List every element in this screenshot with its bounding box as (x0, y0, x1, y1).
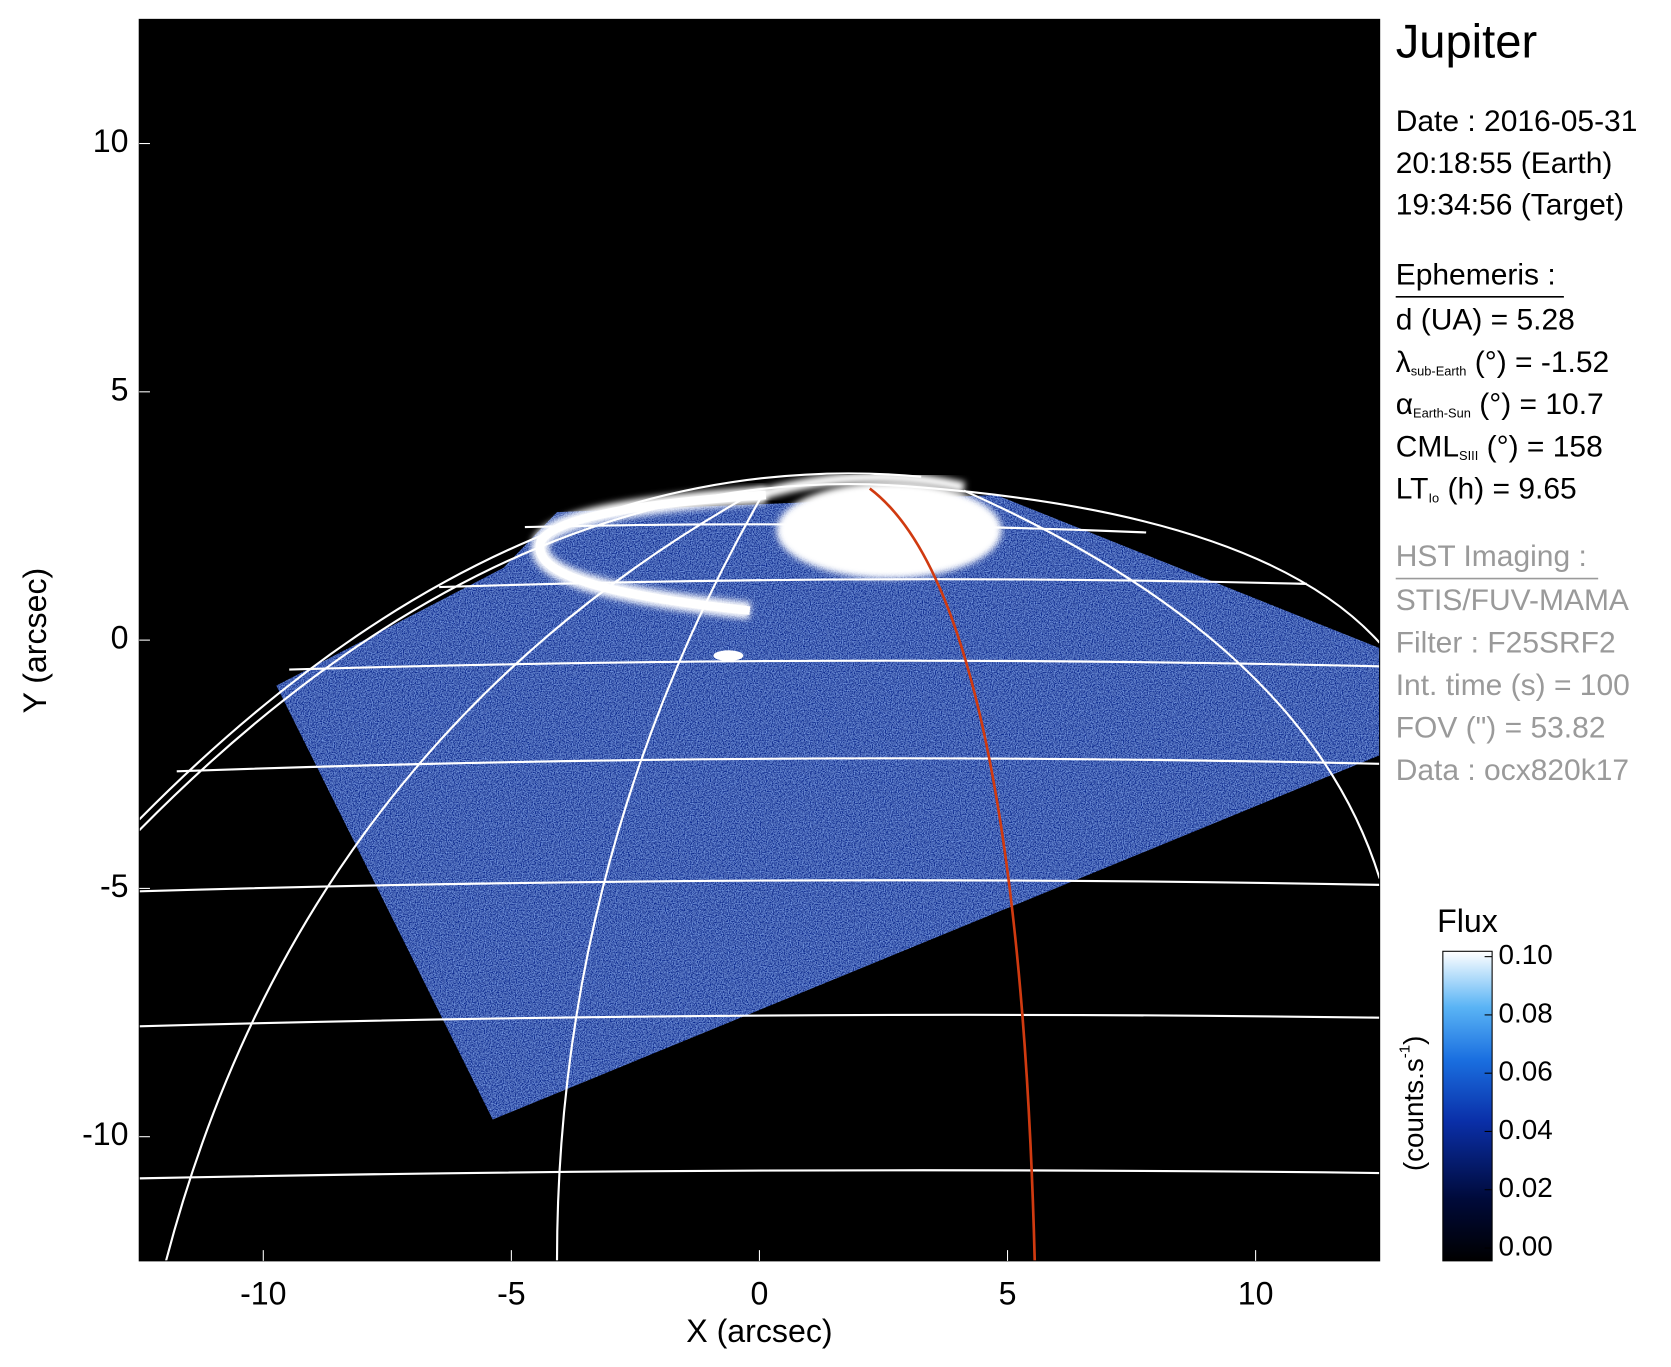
colorbar-tick-label: 0.06 (1499, 1056, 1553, 1087)
imaging-row: Filter : F25SRF2 (1396, 627, 1616, 660)
ephemeris-row: αEarth-Sun (°) = 10.7 (1396, 388, 1604, 421)
imaging-row: FOV (") = 53.82 (1396, 712, 1606, 745)
imaging-row: Data : ocx820k17 (1396, 754, 1629, 787)
ephemeris-sub: SIII (1459, 448, 1478, 463)
date-line: 20:18:55 (Earth) (1396, 147, 1613, 180)
y-axis-label: Y (arcsec) (17, 568, 53, 714)
y-tick-label: 0 (111, 620, 129, 656)
aurora (531, 471, 1002, 662)
target-title: Jupiter (1396, 15, 1537, 68)
ephemeris-row: CMLSIII (°) = 158 (1396, 430, 1603, 463)
ephemeris-row: d (UA) = 5.28 (1396, 303, 1575, 336)
x-tick-label: 0 (751, 1276, 769, 1312)
imaging-row: Int. time (s) = 100 (1396, 669, 1630, 702)
x-tick-label: 5 (999, 1276, 1017, 1312)
colorbar-tick-label: 0.10 (1499, 939, 1553, 970)
colorbar-tick-label: 0.08 (1499, 997, 1553, 1028)
y-tick-label: -10 (82, 1116, 128, 1152)
imaging-title: HST Imaging : (1396, 540, 1587, 573)
colorbar-label-end: ) (1398, 1036, 1429, 1045)
ephemeris-rest: (°) = 10.7 (1471, 388, 1604, 421)
ephemeris-row: λsub-Earth (°) = -1.52 (1396, 346, 1609, 379)
x-tick-label: -10 (240, 1276, 286, 1312)
y-tick-label: 5 (111, 371, 129, 407)
ephemeris-sub: sub-Earth (1411, 364, 1467, 379)
planet-grid (139, 472, 1380, 1261)
ephemeris-main: CML (1396, 430, 1459, 463)
y-tick-label: 10 (93, 123, 129, 159)
ephemeris-rest: (h) = 9.65 (1439, 473, 1577, 506)
image (139, 19, 1380, 1261)
ephemeris-row: LTIo (h) = 9.65 (1396, 473, 1577, 506)
date-line: Date : 2016-05-31 (1396, 105, 1638, 138)
ephemeris-main: LT (1396, 473, 1429, 506)
info-panel: Jupiter Date : 2016-05-31 20:18:55 (Eart… (1395, 15, 1638, 787)
date-line: 19:34:56 (Target) (1396, 189, 1624, 222)
colorbar-title: Flux (1437, 903, 1498, 939)
colorbar (1442, 950, 1493, 1262)
y-tick-label: -5 (100, 868, 129, 904)
ephemeris-sub: Earth-Sun (1413, 406, 1471, 421)
colorbar-tick-label: 0.04 (1499, 1114, 1553, 1145)
ephemeris-title: Ephemeris : (1396, 258, 1556, 291)
colorbar-tick-label: 0.00 (1499, 1230, 1553, 1261)
colorbar-label-sup: -1 (1396, 1045, 1413, 1058)
ephemeris-main: λ (1396, 346, 1411, 379)
ephemeris-rest: (°) = 158 (1478, 430, 1603, 463)
ephemeris-main: α (1396, 388, 1413, 421)
x-tick-label: -5 (497, 1276, 526, 1312)
colorbar-label: (counts.s-1) (1396, 1036, 1429, 1172)
ephemeris-main: d (UA) = 5.28 (1396, 303, 1575, 336)
x-tick-label: 10 (1238, 1276, 1274, 1312)
colorbar-tick-label: 0.02 (1499, 1172, 1553, 1203)
x-axis-label: X (arcsec) (686, 1313, 832, 1349)
meridian-curve (868, 487, 1037, 1261)
ephemeris-sub: Io (1428, 491, 1439, 506)
detector-field (276, 494, 1380, 1120)
ephemeris-rest: (°) = -1.52 (1466, 346, 1609, 379)
imaging-row: STIS/FUV-MAMA (1396, 584, 1629, 617)
colorbar-label-text: (counts.s (1398, 1058, 1429, 1171)
